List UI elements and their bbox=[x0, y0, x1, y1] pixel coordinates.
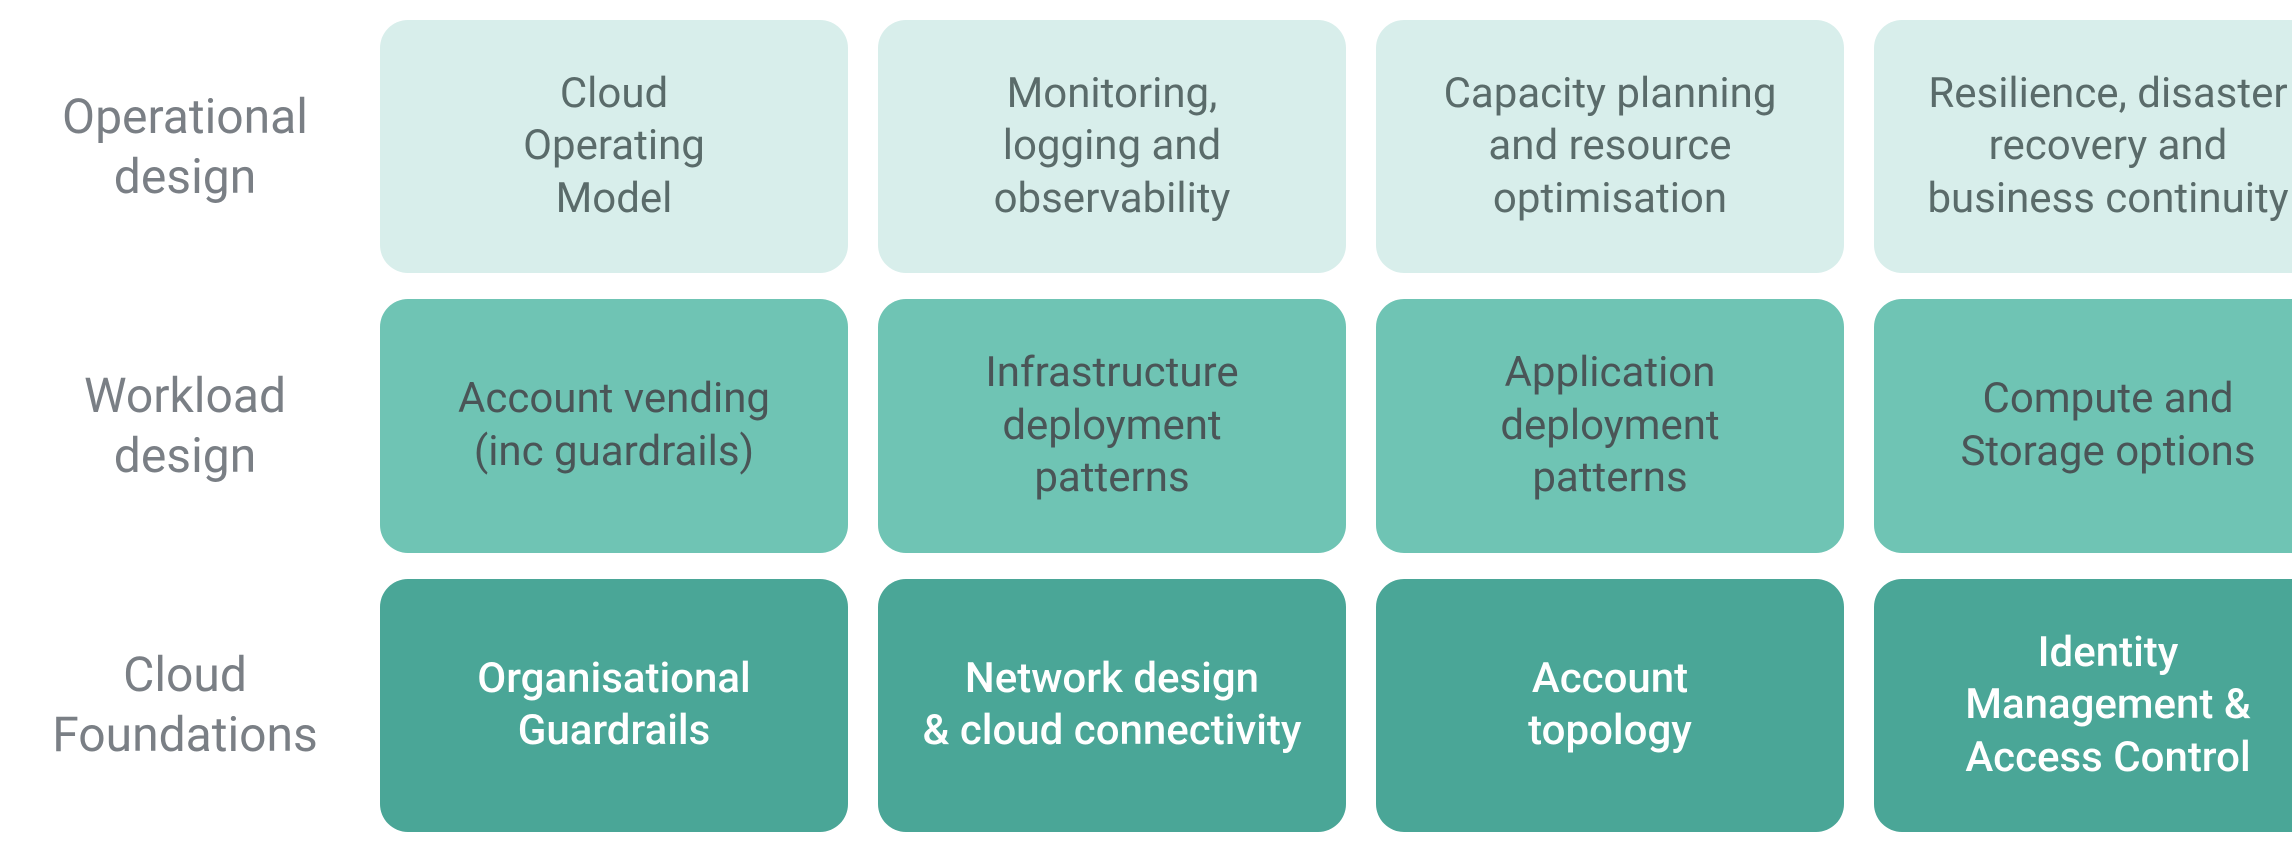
capability-cell: Monitoring, logging and observability bbox=[878, 20, 1346, 273]
capability-cell: Infrastructure deployment patterns bbox=[878, 299, 1346, 552]
capability-cell: Compute and Storage options bbox=[1874, 299, 2292, 552]
capability-cell: Application deployment patterns bbox=[1376, 299, 1844, 552]
capability-cell: Cloud Operating Model bbox=[380, 20, 848, 273]
capability-cell: Identity Management & Access Control bbox=[1874, 579, 2292, 832]
row-label: Workload design bbox=[20, 299, 350, 552]
capability-cell: Account topology bbox=[1376, 579, 1844, 832]
row-label: Operational design bbox=[20, 20, 350, 273]
capability-cell: Resilience, disaster recovery and busine… bbox=[1874, 20, 2292, 273]
capability-cell: Account vending (inc guardrails) bbox=[380, 299, 848, 552]
row-label: Cloud Foundations bbox=[20, 579, 350, 832]
capability-cell: Network design & cloud connectivity bbox=[878, 579, 1346, 832]
capability-cell: Organisational Guardrails bbox=[380, 579, 848, 832]
capability-cell: Capacity planning and resource optimisat… bbox=[1376, 20, 1844, 273]
design-capability-matrix: Operational designCloud Operating ModelM… bbox=[0, 0, 2292, 852]
